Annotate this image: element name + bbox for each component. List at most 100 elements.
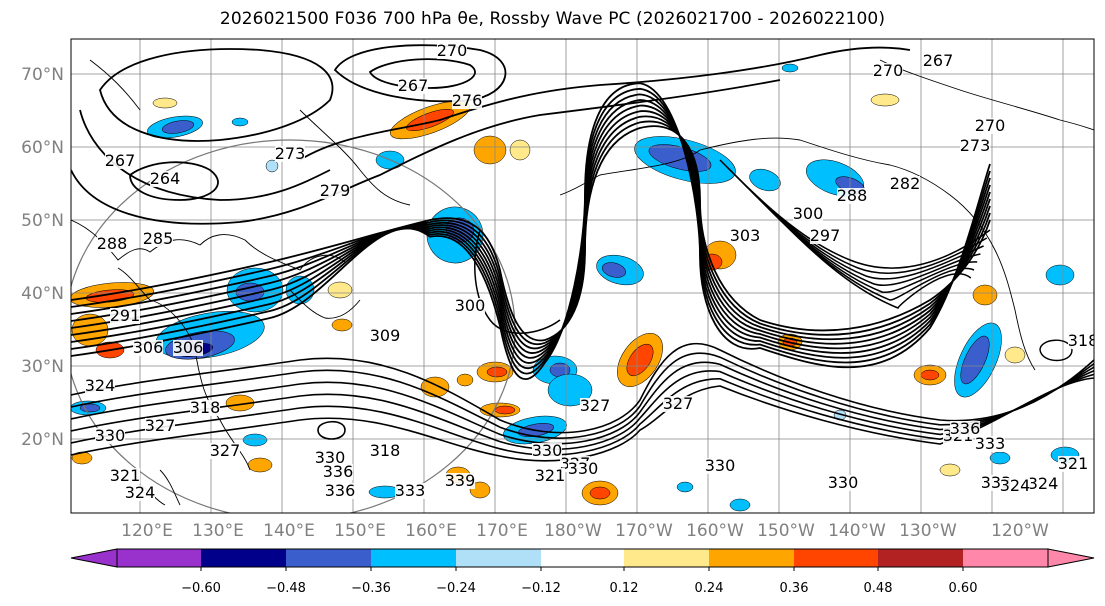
contour-label: 324 xyxy=(1028,474,1059,493)
lon-label: 160°E xyxy=(405,521,457,541)
contour-label-bg xyxy=(190,400,220,416)
pc-blob xyxy=(327,281,353,299)
contour-line xyxy=(99,48,334,142)
contour-label-bg xyxy=(97,236,127,252)
pc-blob xyxy=(870,93,900,107)
pc-blob xyxy=(242,433,268,447)
contour-label: 267 xyxy=(923,51,954,70)
contour-label: 321 xyxy=(535,466,566,485)
contour-line xyxy=(299,46,911,161)
lat-label: 50°N xyxy=(21,211,64,231)
contour-label-bg xyxy=(730,228,760,244)
map-frame xyxy=(70,38,1095,514)
contour-label: 336 xyxy=(950,419,981,438)
contour-label: 330 xyxy=(95,426,126,445)
contour-label-bg xyxy=(828,475,858,491)
pc-blob xyxy=(509,139,531,161)
contour-label-bg xyxy=(105,153,135,169)
contour-label: 270 xyxy=(873,61,904,80)
contour-label-bg xyxy=(452,93,482,109)
contour-label: 270 xyxy=(437,41,468,60)
colorbar-segment xyxy=(624,549,709,567)
map-title: 2026021500 F036 700 hPa θe, Rossby Wave … xyxy=(219,9,886,29)
colorbar-segment xyxy=(541,549,624,567)
contour-label-bg xyxy=(705,458,735,474)
contour-label: 279 xyxy=(320,181,351,200)
pc-blob xyxy=(676,481,694,493)
contour-label: 291 xyxy=(110,306,141,325)
coastline xyxy=(879,59,1094,131)
pc-blob xyxy=(989,451,1011,465)
contour-label-bg xyxy=(145,418,175,434)
contour-label-bg xyxy=(210,443,240,459)
colorbar-segment xyxy=(117,549,201,567)
lon-label: 130°W xyxy=(899,521,957,541)
contour-label-bg xyxy=(323,464,353,480)
contour-label-bg xyxy=(1028,476,1058,492)
contour-label: 324 xyxy=(125,483,156,502)
domain-ring xyxy=(71,139,516,513)
contour-label: 327 xyxy=(210,441,241,460)
colorbar-tick-label: −0.24 xyxy=(436,581,476,596)
colorbar-segment xyxy=(286,549,371,567)
pc-blob xyxy=(920,369,940,381)
contour-label-bg xyxy=(125,485,155,501)
contour-label-bg xyxy=(1058,456,1088,472)
contour-label-bg xyxy=(923,53,953,69)
contour-line xyxy=(71,370,1094,451)
pc-blob xyxy=(494,405,516,415)
colorbar-segment xyxy=(963,549,1048,567)
contour-label: 330 xyxy=(828,473,859,492)
contour-line xyxy=(71,352,1094,439)
contour-line xyxy=(317,420,346,440)
contour-label-bg xyxy=(95,428,125,444)
contour-label: 318 xyxy=(1068,331,1099,350)
contour-label-bg xyxy=(133,340,163,356)
contour-label-bg xyxy=(975,436,1005,452)
contour-label: 336 xyxy=(325,481,356,500)
contour-label-bg xyxy=(437,43,467,59)
colorbar-tick-label: −0.48 xyxy=(266,581,306,596)
colorbar-extend-high xyxy=(1047,548,1095,568)
contour-line xyxy=(71,377,1094,462)
contour-line xyxy=(79,109,331,201)
contour-label: 273 xyxy=(275,144,306,163)
contour-label-bg xyxy=(837,188,867,204)
contour-line xyxy=(71,82,991,380)
colorbar-segment xyxy=(456,549,541,567)
contour-label: 303 xyxy=(730,226,761,245)
contour-label: 267 xyxy=(398,76,429,95)
contour-label-bg xyxy=(275,146,305,162)
contour-label: 264 xyxy=(150,169,181,188)
colorbar-segment xyxy=(709,549,794,567)
contour-label: 309 xyxy=(370,326,401,345)
contour-label-bg xyxy=(532,443,562,459)
contour-label: 339 xyxy=(445,471,476,490)
contour-label: 306 xyxy=(173,338,204,357)
colorbar-tick-label: 0.24 xyxy=(695,581,724,596)
pc-blob xyxy=(161,120,195,134)
colorbar-segment xyxy=(878,549,963,567)
longitude-labels: 120°E 130°E 140°E 150°E 160°E 170°E 180°W 170°W… xyxy=(121,521,1049,541)
contour-label: 330 xyxy=(532,441,563,460)
lon-label: 130°E xyxy=(192,521,244,541)
contour-line xyxy=(71,125,991,342)
contour-label-bg xyxy=(1000,478,1030,494)
contour-label: 333 xyxy=(395,481,426,500)
pc-blob xyxy=(960,335,990,385)
contour-label-bg xyxy=(793,206,823,222)
contour-label-bg xyxy=(143,231,173,247)
contour-label-bg xyxy=(325,483,355,499)
contour-label-bg xyxy=(960,138,990,154)
contour-label-bg xyxy=(395,483,425,499)
pc-blob xyxy=(1045,264,1075,286)
contour-label-bg xyxy=(1068,333,1094,349)
contour-label: 273 xyxy=(960,136,991,155)
contour-line xyxy=(71,361,1094,445)
pc-blob xyxy=(781,63,799,73)
colorbar-segment xyxy=(201,549,286,567)
pc-blob xyxy=(589,486,611,500)
colorbar-tick-label: −0.60 xyxy=(181,581,221,596)
lon-label: 170°E xyxy=(476,521,528,541)
